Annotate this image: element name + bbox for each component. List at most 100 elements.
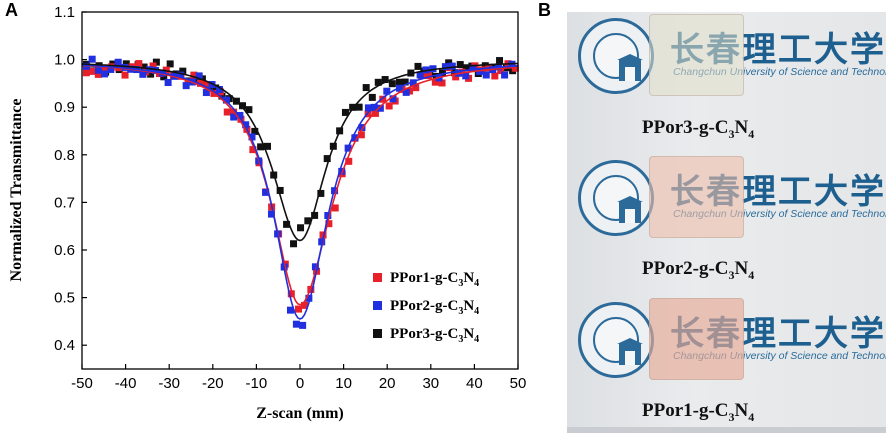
y-tick-label: 0.9 <box>54 99 75 116</box>
data-point <box>396 84 404 92</box>
data-point <box>401 78 409 86</box>
data-point <box>374 78 382 86</box>
data-point <box>389 95 397 103</box>
data-point <box>202 89 210 97</box>
data-point <box>195 72 203 80</box>
fit-curve <box>81 62 518 242</box>
data-point <box>251 127 259 135</box>
data-point <box>101 70 109 78</box>
x-tick-label: -30 <box>158 375 180 392</box>
data-point <box>151 66 159 74</box>
data-point <box>482 71 490 79</box>
x-tick-label: 20 <box>379 375 396 392</box>
data-point <box>409 79 417 87</box>
data-point <box>248 133 256 141</box>
data-point <box>501 71 509 79</box>
sample-label: PPor1-g-C3N4 <box>642 400 755 424</box>
data-point <box>358 124 366 132</box>
data-point <box>263 142 271 150</box>
data-point <box>299 321 307 329</box>
y-tick-label: 0.7 <box>54 194 75 211</box>
fit-curve <box>81 64 519 306</box>
data-point <box>152 58 160 66</box>
data-point <box>349 103 357 111</box>
data-point <box>203 81 211 89</box>
data-point <box>176 71 184 79</box>
data-point <box>222 96 230 104</box>
legend: PPor1-g-C3N4 PPor2-g-C3N4 PPor3-g-C3N4 <box>373 270 479 345</box>
data-point <box>305 294 313 302</box>
data-point <box>431 78 439 86</box>
data-point <box>147 70 155 78</box>
sample-row: 长春理工大学 Changchun University of Science an… <box>567 298 886 388</box>
data-point <box>215 85 223 93</box>
y-tick-label: 1.0 <box>54 52 75 69</box>
sample-row: 长春理工大学 Changchun University of Science an… <box>567 14 886 104</box>
data-point <box>82 69 90 77</box>
y-tick-label: 0.6 <box>54 242 75 259</box>
data-point <box>351 134 359 142</box>
data-point <box>311 263 319 271</box>
data-point <box>496 57 504 65</box>
data-point <box>395 78 403 86</box>
x-tick-label: 0 <box>296 375 304 392</box>
data-point <box>319 231 327 239</box>
sample-label: PPor2-g-C3N4 <box>642 258 755 282</box>
data-point <box>511 64 519 72</box>
data-point <box>283 220 291 228</box>
data-point <box>341 108 349 116</box>
data-point <box>370 103 378 111</box>
data-point <box>362 84 370 92</box>
legend-swatch <box>373 273 382 282</box>
film-sample <box>649 298 744 380</box>
data-point <box>257 143 265 151</box>
data-point <box>331 204 339 212</box>
y-tick-label: 0.4 <box>54 337 75 354</box>
x-axis-ticks: -50 -40 -30 -20 -10 0 10 20 30 40 50 <box>71 364 526 392</box>
data-point <box>101 64 109 72</box>
z-scan-chart: -50 -40 -30 -20 -10 0 10 20 30 40 50 0.40.50.60.70… <box>8 4 526 422</box>
data-point <box>94 70 102 78</box>
data-point <box>179 67 187 75</box>
data-point <box>300 301 308 309</box>
data-point <box>371 109 379 117</box>
data-point <box>88 67 96 75</box>
data-point <box>304 217 312 225</box>
data-point <box>412 84 420 92</box>
data-point <box>164 78 172 86</box>
data-point <box>212 84 220 92</box>
data-point <box>276 186 284 194</box>
data-point <box>249 146 257 154</box>
data-point <box>368 93 376 101</box>
x-tick-label: 40 <box>466 375 483 392</box>
data-point <box>286 306 294 314</box>
x-tick-label: 50 <box>510 375 527 392</box>
data-point <box>121 71 129 79</box>
data-point <box>290 240 298 248</box>
data-point <box>416 71 424 79</box>
data-point <box>323 155 331 163</box>
data-point <box>114 58 122 66</box>
data-point <box>292 320 300 328</box>
x-tick-label: -10 <box>246 375 268 392</box>
y-tick-label: 0.8 <box>54 147 75 164</box>
film-sample <box>649 156 744 238</box>
data-point <box>190 71 198 79</box>
data-point <box>381 76 389 84</box>
data-point <box>239 102 247 110</box>
data-point <box>338 167 346 175</box>
data-point <box>182 82 190 90</box>
data-point <box>491 72 499 80</box>
university-logo-icon <box>578 302 654 378</box>
data-point <box>325 220 333 228</box>
data-point <box>388 80 396 88</box>
data-point <box>448 62 456 70</box>
legend-swatch <box>373 301 382 310</box>
data-point <box>456 61 464 69</box>
data-point <box>317 189 325 197</box>
x-tick-label: -20 <box>202 375 224 392</box>
data-point <box>462 72 470 80</box>
data-point <box>424 72 432 80</box>
legend-label: PPor2-g-C3N4 <box>390 298 479 317</box>
panel-label-b: B <box>538 0 551 20</box>
